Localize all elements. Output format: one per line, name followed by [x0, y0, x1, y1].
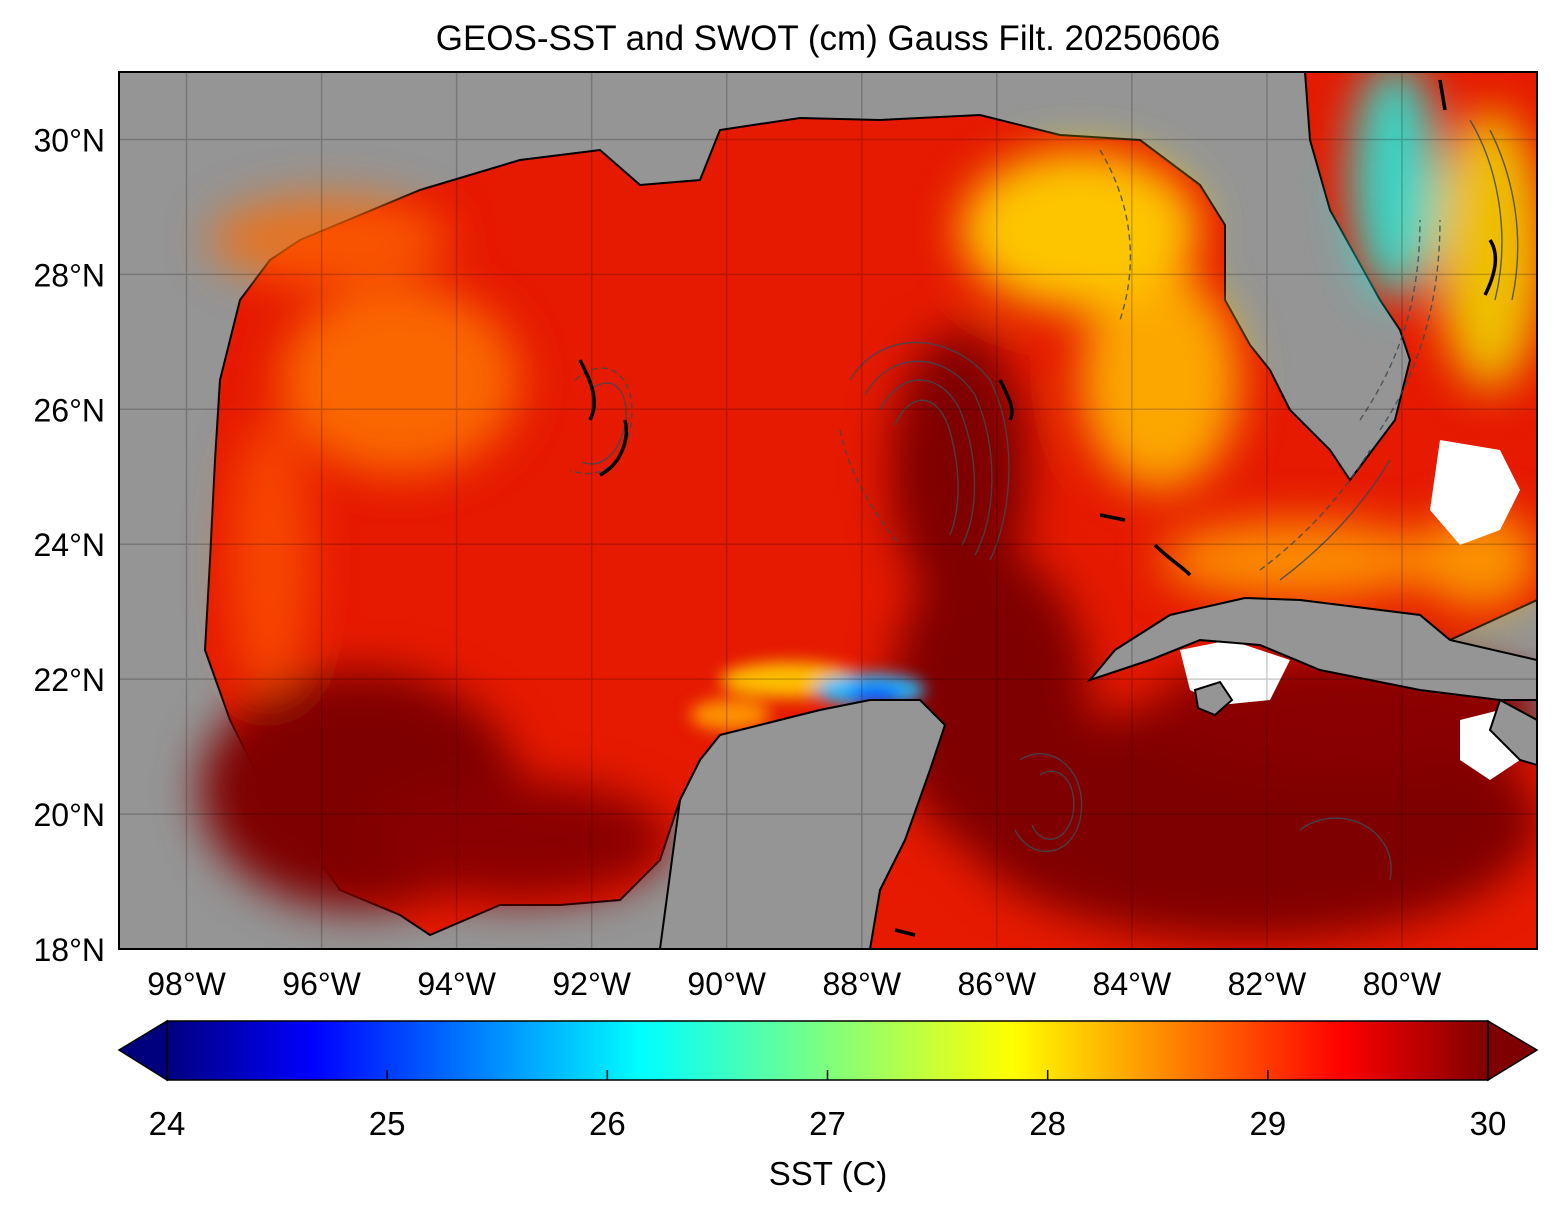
lat-tick-label: 28°N: [34, 257, 106, 293]
ssh-contours: [569, 119, 1519, 881]
lat-tick-label: 30°N: [34, 122, 106, 158]
colorbar-tick-label: 29: [1249, 1105, 1286, 1142]
hispaniola-edge: [1488, 698, 1537, 767]
lon-tick-label: 86°W: [958, 966, 1037, 1002]
colorbar-ticks: 24 25 26 27 28 29 30: [149, 1070, 1507, 1142]
yucatan-peninsula: [119, 699, 947, 949]
island-of-youth: [1193, 680, 1234, 717]
figure-title: GEOS-SST and SWOT (cm) Gauss Filt. 20250…: [436, 19, 1221, 58]
lon-tick-label: 94°W: [417, 966, 496, 1002]
colorbar-extend-high: [1487, 1019, 1539, 1082]
lat-tick-label: 24°N: [34, 527, 106, 563]
lat-tick-label: 26°N: [34, 392, 106, 428]
lon-tick-label: 88°W: [822, 966, 901, 1002]
lat-tick-labels: 18°N 20°N 22°N 24°N 26°N 28°N 30°N: [34, 122, 106, 968]
no-data-patch: [1430, 440, 1520, 545]
lon-tick-label: 84°W: [1093, 966, 1172, 1002]
graticule: [119, 72, 1537, 949]
colorbar-tick-label: 25: [369, 1105, 406, 1142]
cuba: [1086, 596, 1537, 701]
map-panel: [119, 72, 1537, 949]
lon-tick-label: 90°W: [687, 966, 766, 1002]
sst-field: [200, 72, 1537, 949]
lon-tick-label: 98°W: [147, 966, 226, 1002]
colorbar-label: SST (C): [769, 1155, 888, 1192]
colorbar-tick-label: 24: [149, 1105, 186, 1142]
map-frame: [118, 71, 1538, 950]
lon-tick-label: 80°W: [1363, 966, 1442, 1002]
lon-tick-label: 82°W: [1228, 966, 1307, 1002]
lon-tick-label: 96°W: [282, 966, 361, 1002]
lon-tick-labels: 98°W 96°W 94°W 92°W 90°W 88°W 86°W 84°W 82°W 80°W: [147, 966, 1442, 1002]
colorbar-extend-low: [117, 1019, 168, 1082]
ssh-zero-contours: [578, 79, 1498, 937]
lat-tick-label: 18°N: [34, 932, 106, 968]
colorbar-tick-label: 26: [589, 1105, 626, 1142]
colorbar-tick-label: 28: [1029, 1105, 1066, 1142]
lat-tick-label: 22°N: [34, 662, 106, 698]
colorbar-tick-label: 30: [1470, 1105, 1507, 1142]
lon-tick-label: 92°W: [552, 966, 631, 1002]
lat-tick-label: 20°N: [34, 797, 106, 833]
colorbar-tick-label: 27: [809, 1105, 846, 1142]
colorbar: 24 25 26 27 28 29 30 SST (C): [117, 1019, 1539, 1192]
